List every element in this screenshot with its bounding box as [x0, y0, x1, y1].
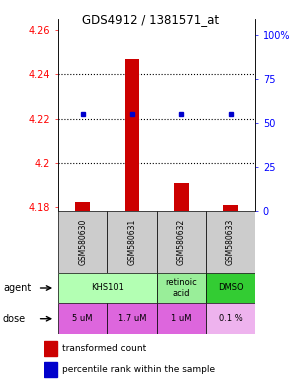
Bar [206, 273, 255, 303]
Text: GDS4912 / 1381571_at: GDS4912 / 1381571_at [82, 13, 219, 26]
Bar [44, 362, 57, 377]
Bar [58, 303, 107, 334]
Bar [223, 205, 238, 211]
Bar [157, 273, 206, 303]
Bar [206, 211, 255, 273]
Text: retinoic
acid: retinoic acid [165, 278, 197, 298]
Text: transformed count: transformed count [62, 344, 146, 353]
Bar [157, 303, 206, 334]
Bar [75, 202, 90, 211]
Bar [206, 303, 255, 334]
Bar [174, 182, 188, 211]
Bar [58, 211, 107, 273]
Text: agent: agent [3, 283, 31, 293]
Bar [107, 303, 157, 334]
Text: 0.1 %: 0.1 % [219, 314, 242, 323]
Bar [107, 211, 157, 273]
Text: DMSO: DMSO [218, 283, 243, 293]
Text: KHS101: KHS101 [91, 283, 124, 293]
Text: GSM580633: GSM580633 [226, 219, 235, 265]
Text: dose: dose [3, 314, 26, 324]
Text: 1 uM: 1 uM [171, 314, 191, 323]
Text: GSM580631: GSM580631 [127, 219, 137, 265]
Bar [58, 273, 157, 303]
Text: percentile rank within the sample: percentile rank within the sample [62, 365, 215, 374]
Text: 5 uM: 5 uM [72, 314, 93, 323]
Text: 1.7 uM: 1.7 uM [118, 314, 146, 323]
Text: GSM580630: GSM580630 [78, 219, 87, 265]
Bar [124, 59, 139, 211]
Text: GSM580632: GSM580632 [177, 219, 186, 265]
Bar [157, 211, 206, 273]
Bar [44, 341, 57, 356]
